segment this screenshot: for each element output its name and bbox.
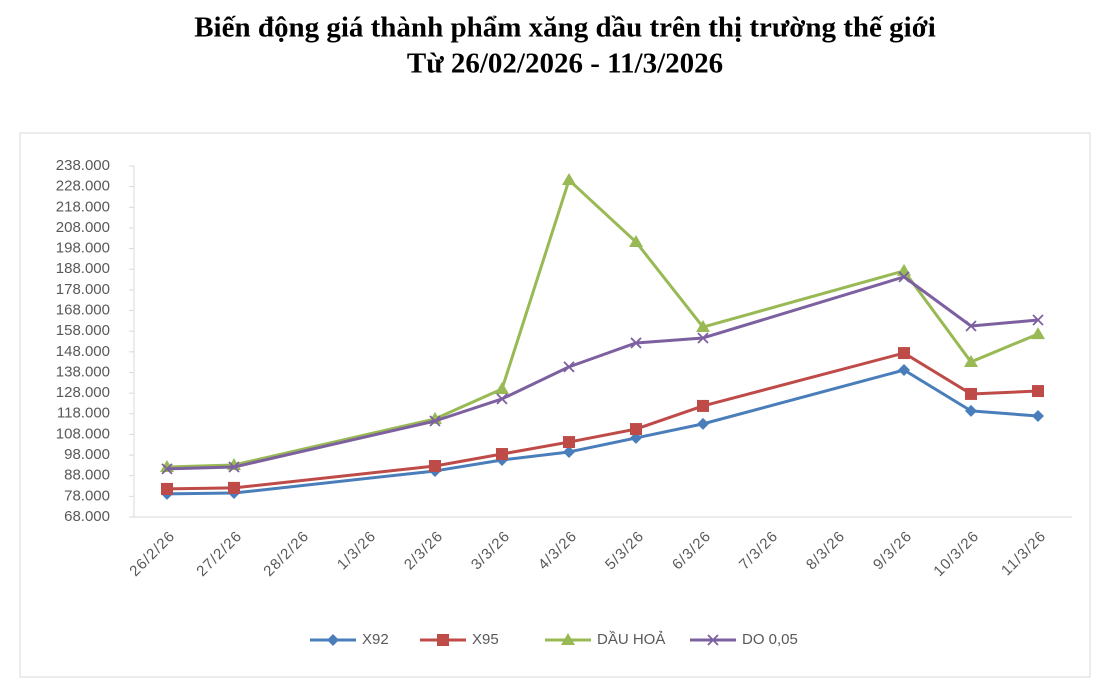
marker	[697, 332, 709, 344]
marker	[898, 271, 910, 283]
marker	[1032, 314, 1044, 326]
x-tick-label: 3/3/26	[468, 528, 514, 574]
marker	[161, 482, 173, 495]
y-tick-label: 98.000	[64, 446, 110, 463]
marker	[1032, 410, 1044, 423]
y-tick-label: 68.000	[64, 508, 110, 525]
marker	[563, 436, 575, 449]
marker	[562, 173, 576, 186]
series-line	[166, 351, 1039, 491]
marker	[561, 633, 575, 645]
chart-title: Biến động giá thành phẩm xăng dầu trên t…	[194, 12, 936, 44]
marker	[563, 445, 575, 458]
chart-subtitle: Từ 26/02/2026 - 11/3/2026	[407, 48, 723, 80]
marker	[965, 387, 977, 400]
marker	[495, 381, 509, 394]
marker	[707, 634, 719, 646]
marker	[228, 481, 240, 494]
marker	[1032, 385, 1044, 398]
y-tick-label: 78.000	[64, 487, 110, 504]
marker	[697, 417, 709, 430]
marker	[1031, 327, 1045, 340]
x-tick-label: 1/3/26	[334, 528, 380, 574]
marker	[228, 461, 240, 473]
y-tick-label: 138.000	[56, 363, 110, 380]
x-tick-label: 8/3/26	[803, 528, 849, 574]
marker	[496, 448, 508, 461]
marker	[897, 263, 911, 276]
y-tick-label: 218.000	[56, 198, 110, 215]
marker	[161, 463, 173, 475]
x-tick-label: 5/3/26	[602, 528, 648, 574]
y-tick-label: 118.000	[57, 405, 110, 422]
marker	[965, 320, 977, 332]
marker	[429, 415, 441, 427]
marker	[630, 423, 642, 436]
y-tick-label: 148.000	[56, 343, 110, 360]
marker	[437, 634, 449, 646]
marker	[429, 460, 441, 473]
y-tick-label: 88.000	[64, 467, 110, 484]
x-tick-label: 4/3/26	[535, 528, 581, 574]
y-tick-label: 198.000	[56, 240, 110, 257]
x-tick-label: 27/2/26	[193, 528, 245, 580]
legend-label: DẦU HOẢ	[597, 631, 665, 648]
marker	[327, 634, 339, 646]
y-tick-label: 108.000	[56, 425, 110, 442]
y-tick-label: 208.000	[56, 219, 110, 236]
marker	[563, 361, 575, 373]
y-tick-label: 158.000	[56, 322, 110, 339]
marker	[965, 404, 977, 417]
series-line	[166, 178, 1039, 469]
x-tick-label: 7/3/26	[736, 528, 782, 574]
legend-label: DO 0,05	[742, 631, 798, 648]
x-tick-label: 6/3/26	[669, 528, 715, 574]
legend-label: X95	[472, 631, 499, 648]
marker	[629, 234, 643, 247]
legend-item: DO 0,05	[690, 631, 798, 648]
marker	[496, 393, 508, 405]
marker	[696, 320, 710, 333]
y-tick-label: 168.000	[56, 301, 110, 318]
y-tick-label: 228.000	[56, 178, 110, 195]
series-line	[166, 275, 1039, 471]
y-tick-label: 178.000	[56, 281, 110, 298]
marker	[898, 363, 910, 376]
x-tick-label: 10/3/26	[930, 528, 982, 580]
y-tick-label: 188.000	[56, 260, 110, 277]
y-tick-label: 128.000	[56, 384, 110, 401]
legend-item: DẦU HOẢ	[545, 631, 665, 648]
y-tick-label: 238.000	[56, 157, 110, 174]
x-tick-label: 2/3/26	[401, 528, 447, 574]
legend-item: X92	[310, 631, 389, 648]
marker	[898, 347, 910, 360]
x-tick-label: 28/2/26	[260, 528, 312, 580]
x-tick-label: 9/3/26	[870, 528, 916, 574]
marker	[697, 399, 709, 412]
legend-item: X95	[420, 631, 499, 648]
marker	[964, 354, 978, 367]
series-line	[166, 368, 1039, 496]
marker	[630, 337, 642, 349]
legend-label: X92	[362, 631, 389, 648]
chart-frame	[19, 132, 1091, 678]
x-tick-label: 11/3/26	[998, 528, 1050, 580]
x-tick-label: 26/2/26	[126, 528, 178, 580]
